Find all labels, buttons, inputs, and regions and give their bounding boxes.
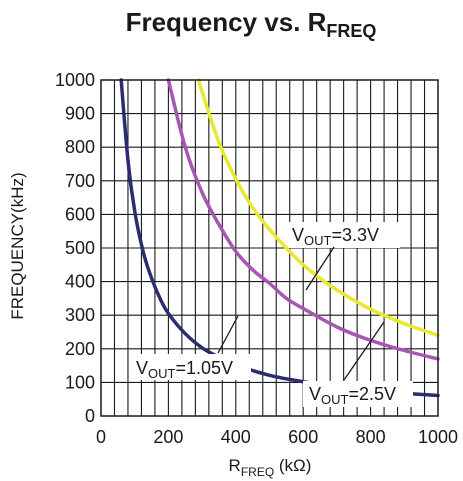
plot-frame — [100, 79, 439, 417]
y-tick-labels: 0 100 200 300 400 500 600 700 800 900 1000 — [55, 70, 95, 426]
annotation-label-sub: OUT — [321, 392, 349, 407]
x-tick-label: 400 — [221, 427, 251, 447]
series-line-vout-3-3v — [196, 78, 440, 338]
x-axis-label-unit: (kΩ) — [274, 456, 311, 475]
annotation-vout-2-5v: VOUT=2.5V — [303, 321, 413, 407]
y-axis-label: FREQUENCY(kHz) — [8, 172, 27, 319]
annotation-label: VOUT=3.3V — [292, 225, 379, 248]
x-tick-label: 800 — [356, 427, 386, 447]
x-tick-label: 0 — [96, 427, 106, 447]
x-tick-labels: 0 200 400 600 800 1000 — [96, 427, 458, 447]
annotation-label-main: V — [136, 358, 148, 378]
y-tick-label: 700 — [65, 171, 95, 191]
y-axis-label-text: FREQUENCY(kHz) — [8, 172, 27, 319]
annotation-leader-line — [343, 321, 385, 381]
y-tick-label: 500 — [65, 238, 95, 258]
x-axis-label-sub: FREQ — [241, 465, 274, 479]
y-tick-label: 600 — [65, 204, 95, 224]
annotation-label-value: =3.3V — [331, 225, 379, 245]
y-tick-label: 100 — [65, 372, 95, 392]
annotation-leader-line — [305, 246, 335, 291]
x-axis-label-main: R — [229, 456, 241, 475]
annotation-label-sub: OUT — [148, 366, 176, 381]
annotation-vout-3-3v: VOUT=3.3V — [288, 222, 400, 291]
annotation-background — [129, 354, 251, 380]
chart-title-main: Frequency vs. R — [126, 7, 327, 37]
annotation-label-main: V — [292, 225, 304, 245]
annotation-vout-1-05v: VOUT=1.05V — [129, 315, 251, 381]
chart-title-sub: FREQ — [326, 21, 376, 41]
y-tick-label: 200 — [65, 339, 95, 359]
y-tick-label: 800 — [65, 137, 95, 157]
annotation-label-sub: OUT — [304, 233, 332, 248]
y-tick-label: 900 — [65, 104, 95, 124]
x-tick-label: 600 — [288, 427, 318, 447]
y-tick-label: 0 — [85, 406, 95, 426]
y-tick-label: 300 — [65, 305, 95, 325]
svg-text:RFREQ (kΩ): RFREQ (kΩ) — [229, 456, 312, 479]
annotation-label: VOUT=1.05V — [136, 358, 233, 381]
x-axis-label: RFREQ (kΩ) — [229, 456, 312, 479]
svg-text:Frequency vs. RFREQ: Frequency vs. RFREQ — [126, 7, 377, 41]
annotation-label: VOUT=2.5V — [309, 384, 396, 407]
x-tick-label: 1000 — [418, 427, 458, 447]
annotation-label-value: =2.5V — [348, 384, 396, 404]
annotation-background — [288, 222, 400, 248]
annotation-leader-line — [217, 315, 239, 354]
annotation-label-main: V — [309, 384, 321, 404]
x-tick-label: 200 — [153, 427, 183, 447]
axes — [100, 79, 439, 417]
y-tick-label: 400 — [65, 272, 95, 292]
annotation-background — [303, 381, 413, 407]
annotation-label-value: =1.05V — [175, 358, 233, 378]
chart-title: Frequency vs. RFREQ — [126, 7, 377, 41]
y-tick-label: 1000 — [55, 70, 95, 90]
